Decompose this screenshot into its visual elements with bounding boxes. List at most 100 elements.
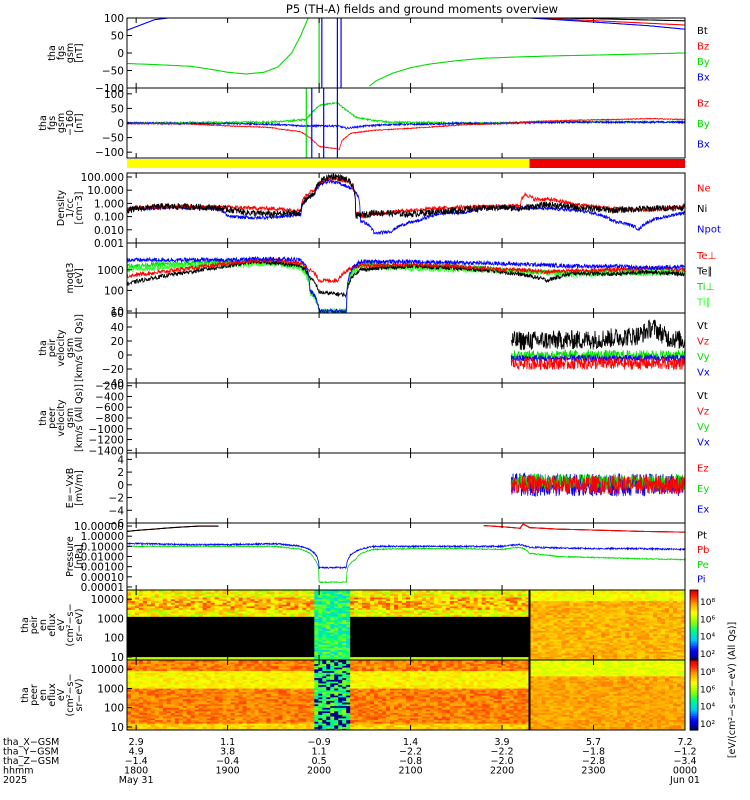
heatmap-cell <box>334 651 339 654</box>
heatmap-cell <box>186 628 192 631</box>
heatmap-cell <box>210 598 216 602</box>
heatmap-cell <box>306 646 311 649</box>
heatmap-cell <box>585 623 590 626</box>
heatmap-cell <box>509 621 515 624</box>
heatmap-cell <box>222 597 228 600</box>
heatmap-cell <box>354 632 359 635</box>
heatmap-cell <box>493 633 499 637</box>
heatmap-cell <box>517 604 523 607</box>
heatmap-cell <box>549 619 555 623</box>
heatmap-cell <box>234 621 240 624</box>
heatmap-cell <box>406 623 411 626</box>
heatmap-cell <box>250 656 256 659</box>
heatmap-cell <box>449 642 455 645</box>
heatmap-cell <box>158 618 164 621</box>
series-Ti-line <box>127 255 685 313</box>
heatmap-cell <box>382 614 387 617</box>
heatmap-cell <box>230 614 236 617</box>
heatmap-cell <box>206 639 212 642</box>
heatmap-cell <box>330 623 335 626</box>
heatmap-cell <box>146 609 152 612</box>
heatmap-cell <box>489 591 495 595</box>
heatmap-cell <box>302 654 307 658</box>
heatmap-cell <box>477 621 483 624</box>
heatmap-cell <box>354 623 359 626</box>
heatmap-cell <box>413 632 419 635</box>
heatmap-cell <box>493 654 499 658</box>
heatmap-cell <box>314 609 319 612</box>
heatmap-cell <box>557 604 563 607</box>
heatmap-cell <box>202 640 208 644</box>
panel-plot-area <box>127 255 685 313</box>
heatmap-cell <box>501 654 507 658</box>
heatmap-cell <box>465 647 471 651</box>
heatmap-cell <box>425 649 431 652</box>
heatmap-cell <box>282 626 288 630</box>
heatmap-cell <box>521 614 527 617</box>
heatmap-cell <box>266 630 272 633</box>
heatmap-cell <box>485 653 491 656</box>
heatmap-cell <box>258 632 264 635</box>
heatmap-cell <box>358 632 363 635</box>
heatmap-cell <box>465 654 471 658</box>
heatmap-cell <box>433 658 439 660</box>
heatmap-cell <box>513 612 519 616</box>
heatmap-cell <box>465 611 471 614</box>
heatmap-cell <box>310 611 315 614</box>
heatmap-cell <box>402 611 407 614</box>
heatmap-cell <box>142 600 148 603</box>
heatmap-cell <box>266 621 272 624</box>
heatmap-cell <box>382 651 387 654</box>
heatmap-cell <box>577 637 582 640</box>
heatmap-cell <box>146 597 152 600</box>
heatmap-cell <box>517 607 523 610</box>
heatmap-cell <box>210 609 216 612</box>
heatmap-cell <box>146 619 152 623</box>
heatmap-cell <box>214 597 220 600</box>
y-axis-label: −160 <box>65 110 76 136</box>
heatmap-cell <box>322 654 327 658</box>
heatmap-cell <box>561 639 567 642</box>
heatmap-cell <box>382 605 387 609</box>
heatmap-cell <box>413 635 419 638</box>
heatmap-cell <box>330 591 335 595</box>
heatmap-cell <box>533 658 539 660</box>
heatmap-cell <box>166 642 172 645</box>
heatmap-cell <box>437 621 443 624</box>
heatmap-cell <box>445 611 451 614</box>
heatmap-cell <box>417 635 423 638</box>
heatmap-cell <box>382 646 387 649</box>
heatmap-cell <box>485 635 491 638</box>
heatmap-cell <box>477 632 483 635</box>
heatmap-cell <box>302 618 307 621</box>
heatmap-cell <box>386 630 391 633</box>
heatmap-cell <box>354 637 359 640</box>
heatmap-cell <box>246 621 252 624</box>
heatmap-cell <box>198 593 204 596</box>
heatmap-cell <box>429 647 435 651</box>
heatmap-cell <box>553 605 559 609</box>
heatmap-cell <box>421 597 427 600</box>
heatmap-cell <box>278 598 284 602</box>
heatmap-cell <box>214 647 220 651</box>
heatmap-cell <box>286 626 292 630</box>
heatmap-cell <box>190 623 196 626</box>
heatmap-cell <box>210 640 216 644</box>
heatmap-cell <box>493 625 499 628</box>
heatmap-cell <box>182 602 188 605</box>
heatmap-cell <box>234 625 240 628</box>
heatmap-cell <box>449 637 455 640</box>
heatmap-cell <box>429 593 435 596</box>
heatmap-cell <box>461 625 467 628</box>
heatmap-cell <box>577 611 582 614</box>
heatmap-cell <box>130 619 136 623</box>
heatmap-cell <box>270 626 276 630</box>
heatmap-cell <box>294 609 299 612</box>
heatmap-cell <box>557 618 563 621</box>
heatmap-cell <box>218 607 224 610</box>
heatmap-cell <box>589 635 594 638</box>
heatmap-cell <box>465 590 471 593</box>
heatmap-cell <box>362 651 367 654</box>
heatmap-cell <box>354 597 359 600</box>
heatmap-cell <box>521 649 527 652</box>
